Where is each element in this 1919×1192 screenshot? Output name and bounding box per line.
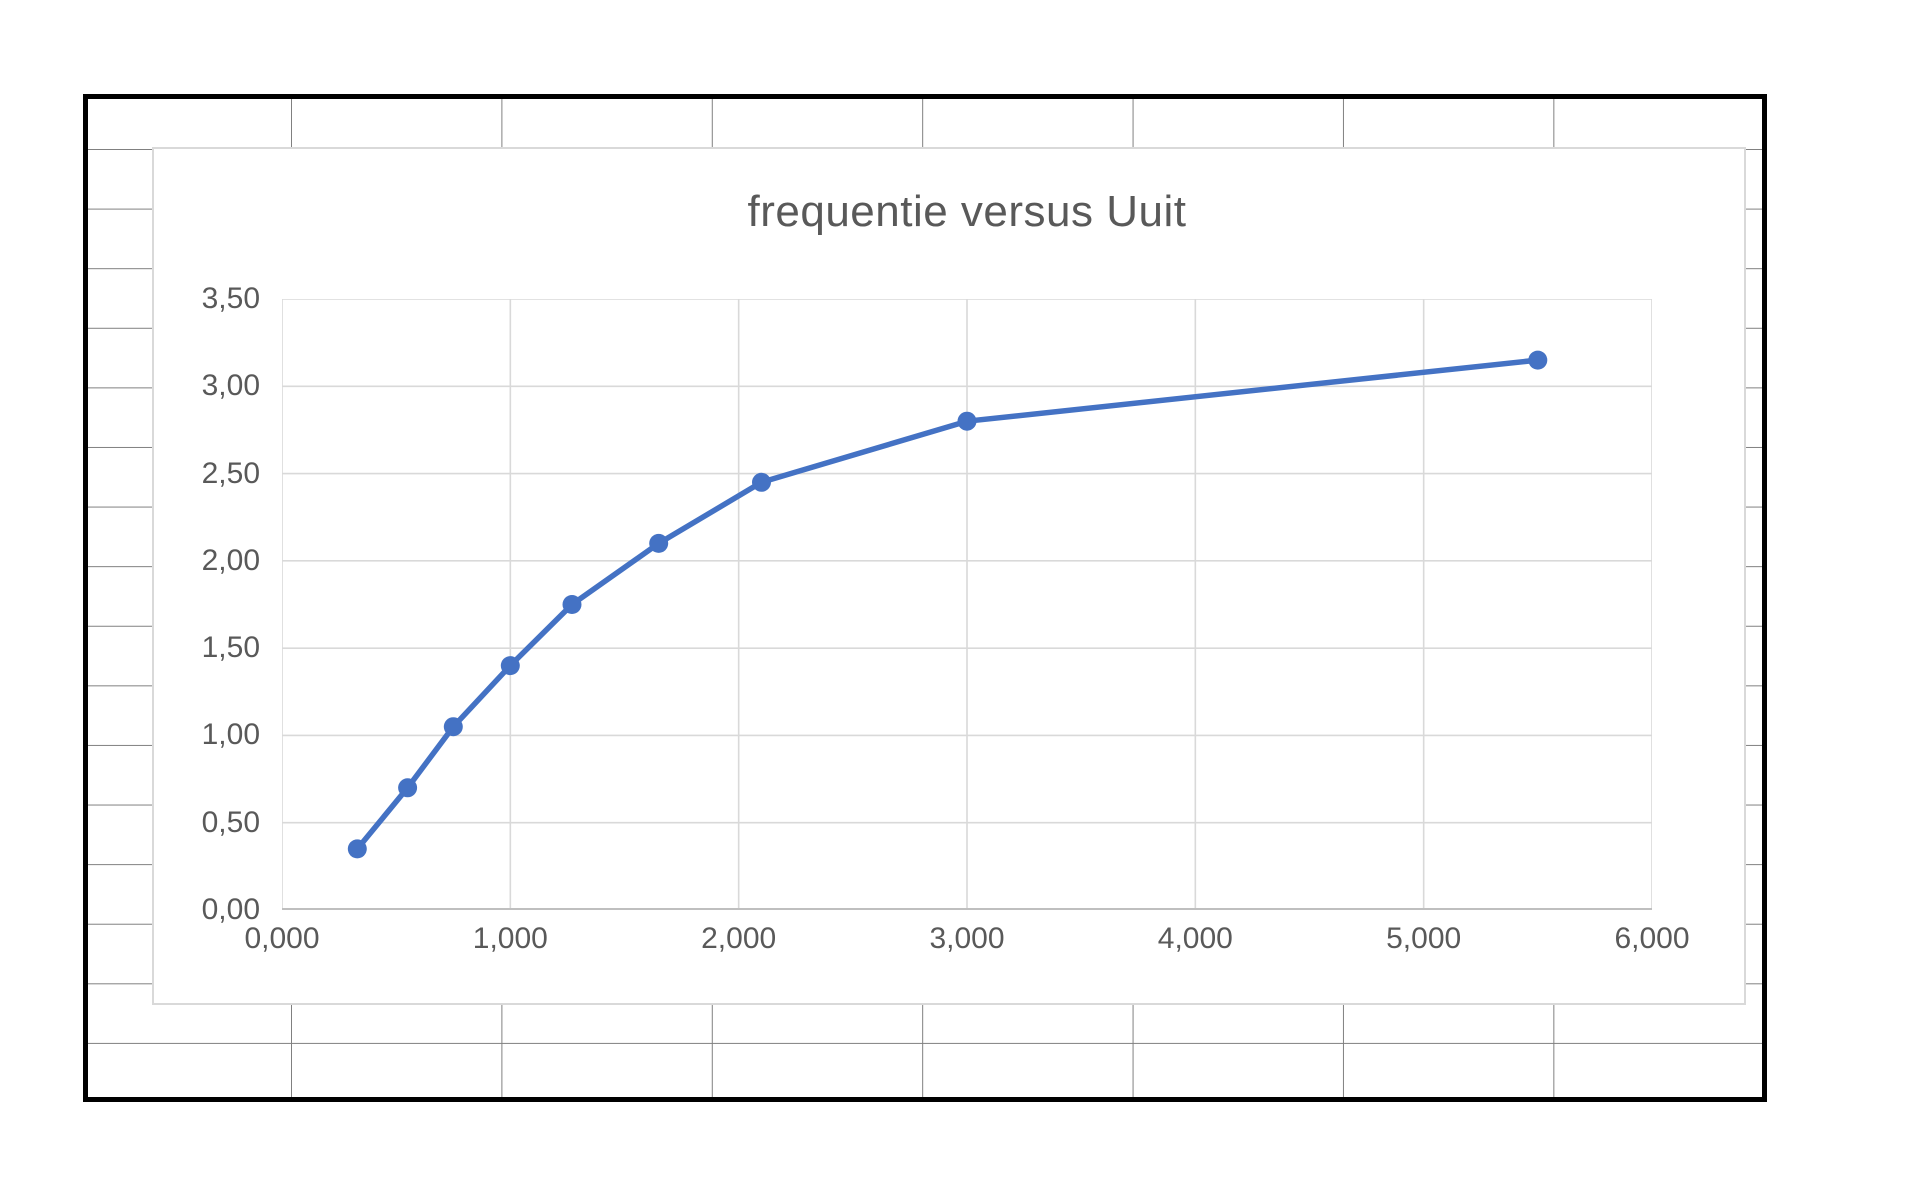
y-axis-tick-label: 2,50	[201, 456, 260, 490]
chart-object[interactable]: frequentie versus Uuit 0,00 0,50 1,00 1,50 2…	[152, 147, 1746, 1005]
data-point-marker	[500, 656, 520, 676]
y-axis-tick-label: 3,50	[201, 282, 260, 315]
x-axis-tick-label: 4,000	[1157, 922, 1233, 955]
data-point-marker	[562, 595, 582, 614]
y-axis-tick-label: 3,00	[201, 369, 260, 403]
plot-svg	[282, 299, 1652, 910]
x-axis-tick-label: 3,000	[929, 922, 1005, 955]
y-axis-tick-labels: 0,00 0,50 1,00 1,50 2,00 2,50 3,00 3,50	[154, 149, 260, 1003]
data-point-marker	[443, 717, 463, 737]
data-point-marker	[957, 411, 977, 431]
chart-title: frequentie versus Uuit	[747, 187, 1187, 236]
y-axis-tick-label: 0,00	[201, 893, 260, 926]
plot-area	[282, 299, 1652, 910]
data-point-marker	[347, 839, 367, 859]
x-axis-tick-label: 1,000	[472, 922, 548, 955]
x-axis-tick-label: 5,000	[1386, 922, 1462, 955]
y-axis-tick-label: 0,50	[201, 805, 260, 839]
data-point-marker	[398, 778, 418, 798]
data-point-marker	[752, 472, 771, 492]
y-axis-tick-label: 2,00	[201, 543, 260, 577]
y-axis-tick-label: 1,50	[201, 631, 260, 665]
x-axis-tick-labels: 0,000 1,000 2,000 3,000 4,000 5,000 6,000	[154, 149, 1744, 1003]
y-axis-tick-label: 1,00	[201, 718, 260, 752]
x-axis-tick-label: 2,000	[701, 922, 777, 955]
data-point-marker	[649, 533, 669, 553]
data-point-marker	[1528, 350, 1548, 370]
x-axis-tick-label: 6,000	[1614, 922, 1690, 955]
spreadsheet-print-area: frequentie versus Uuit 0,00 0,50 1,00 1,50 2…	[83, 94, 1767, 1102]
x-axis-tick-label: 0,000	[244, 922, 320, 955]
